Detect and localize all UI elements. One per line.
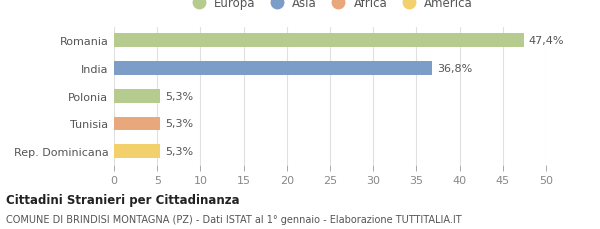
Bar (114, 145, 160, 159)
Bar (114, 34, 524, 48)
Text: Cittadini Stranieri per Cittadinanza: Cittadini Stranieri per Cittadinanza (6, 193, 239, 206)
Legend: Europa, Asia, Africa, America: Europa, Asia, Africa, America (185, 0, 475, 13)
Text: 5,3%: 5,3% (165, 119, 193, 129)
Text: 36,8%: 36,8% (437, 63, 472, 74)
Bar (114, 89, 160, 103)
Text: 47,4%: 47,4% (529, 36, 564, 46)
Text: 5,3%: 5,3% (165, 91, 193, 101)
Text: 5,3%: 5,3% (165, 147, 193, 157)
Bar (114, 61, 432, 75)
Text: COMUNE DI BRINDISI MONTAGNA (PZ) - Dati ISTAT al 1° gennaio - Elaborazione TUTTI: COMUNE DI BRINDISI MONTAGNA (PZ) - Dati … (6, 214, 461, 224)
Bar (114, 117, 160, 131)
